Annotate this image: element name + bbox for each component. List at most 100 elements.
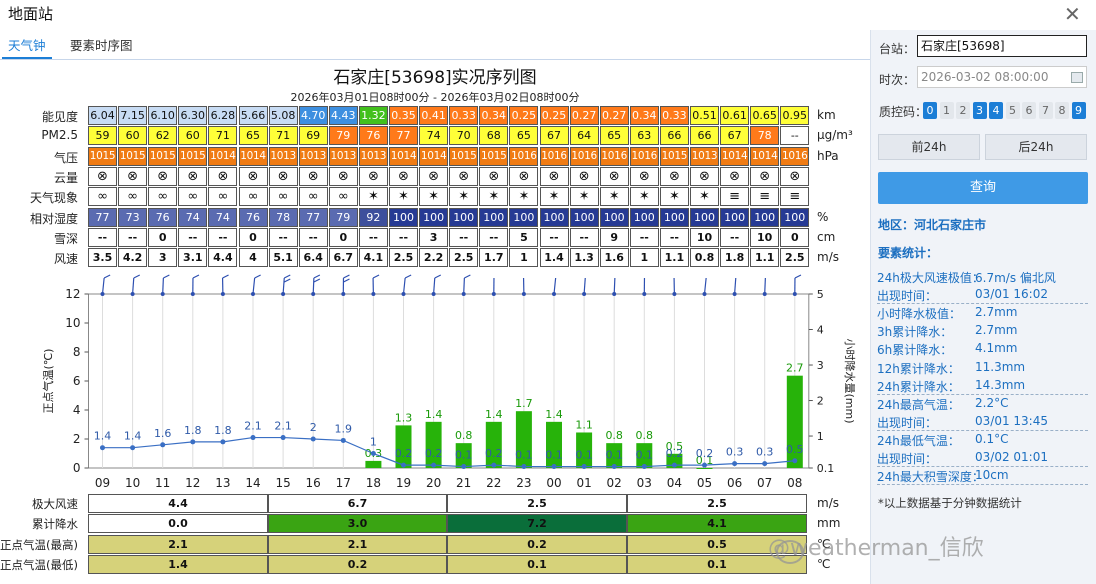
temperature-point — [671, 462, 677, 468]
summary-cell: 6.7 — [268, 494, 447, 513]
grid-cell: ∞ — [118, 187, 148, 207]
grid-cell: 0 — [780, 227, 810, 247]
grid-cell: 1015 — [449, 146, 479, 166]
temperature-label: 1.8 — [184, 424, 202, 437]
wind-barb — [764, 277, 766, 295]
row-unit: μg/m³ — [817, 128, 853, 143]
precip-bar — [425, 421, 442, 468]
temperature-point — [370, 451, 376, 456]
grid-cell: 100 — [569, 207, 599, 227]
summary-unit: mm — [817, 516, 841, 531]
grid-cell: ⊗ — [690, 166, 719, 186]
grid-cell: 1.1 — [750, 248, 780, 268]
grid-cell: 67 — [720, 126, 750, 146]
grid-cell: -- — [449, 227, 479, 247]
grid-cell: ⊗ — [599, 166, 629, 186]
summary-cell: 4.4 — [88, 494, 268, 513]
grid-cell: ✶ — [419, 187, 449, 207]
stat-value: 4.1mm — [975, 341, 1018, 356]
tab-element-series[interactable]: 要素时序图 — [70, 38, 133, 53]
grid-cell: 66 — [690, 126, 719, 146]
temperature-label: 1.4 — [124, 430, 142, 443]
wind-barb — [613, 277, 616, 295]
temperature-label: 0.1 — [575, 449, 593, 462]
grid-cell: 2.5 — [449, 248, 479, 268]
summary-cell: 2.1 — [88, 534, 268, 554]
grid-cell: ⊗ — [148, 166, 178, 186]
time-input[interactable]: 2026-03-02 08:00:00 — [917, 66, 1087, 88]
close-icon[interactable]: ✕ — [1064, 2, 1081, 26]
grid-cell: 0.41 — [419, 106, 449, 125]
qc-code-1[interactable]: 1 — [939, 102, 954, 119]
grid-cell: ≡ — [750, 187, 780, 207]
row-label: 能见度 — [41, 110, 78, 124]
precip-bar — [365, 460, 382, 468]
grid-cell: 1015 — [659, 146, 689, 166]
grid-cell: 0.27 — [599, 106, 629, 125]
summary-label: 极大风速 — [32, 497, 78, 511]
calendar-icon[interactable] — [1071, 72, 1083, 83]
grid-cell: 5.08 — [268, 106, 298, 125]
x-tick-label: 15 — [275, 476, 290, 490]
qc-code-9[interactable]: 9 — [1071, 102, 1086, 119]
prev-24h-button[interactable]: 前24h — [878, 134, 980, 160]
grid-cell: 76 — [148, 207, 178, 227]
stat-key: 24h极大风速极值： — [877, 271, 984, 285]
wind-barb — [734, 277, 737, 295]
summary-cell: 2.1 — [268, 534, 447, 554]
temperature-label: 0.3 — [726, 446, 744, 459]
stat-row: 出现时间： 03/01 13:45 — [877, 413, 1088, 431]
grid-cell: 100 — [720, 207, 750, 227]
query-button[interactable]: 查询 — [878, 172, 1088, 204]
qc-code-6[interactable]: 6 — [1022, 102, 1036, 119]
x-tick-label: 23 — [516, 476, 531, 490]
grid-cell: ⊗ — [208, 166, 238, 186]
precip-bar — [515, 411, 532, 468]
grid-cell: 4.1 — [358, 248, 388, 268]
grid-cell: 6.10 — [148, 106, 178, 125]
tab-weather-clock[interactable]: 天气钟 — [2, 32, 52, 59]
qc-code-2[interactable]: 2 — [956, 102, 970, 119]
precip-label: 1.1 — [575, 418, 593, 431]
temperature-point — [461, 464, 467, 470]
grid-cell: 2.2 — [419, 248, 449, 268]
next-24h-button[interactable]: 后24h — [985, 134, 1087, 160]
main-panel: 石家庄[53698]实况序列图 2026年03月01日08时00分 - 2026… — [0, 60, 870, 584]
grid-cell: 100 — [389, 207, 418, 227]
station-input[interactable]: 石家庄[53698] — [917, 35, 1087, 57]
precip-label: 1.4 — [485, 408, 503, 421]
qc-code-5[interactable]: 5 — [1005, 102, 1020, 119]
grid-cell: 0 — [238, 227, 268, 247]
wind-barb-flag — [283, 278, 291, 283]
qc-code-3[interactable]: 3 — [972, 102, 987, 119]
temperature-point — [521, 464, 527, 470]
grid-cell: 1014 — [750, 146, 780, 166]
grid-cell: 100 — [690, 207, 719, 227]
grid-cell: ⊗ — [569, 166, 599, 186]
grid-cell: ∞ — [238, 187, 268, 207]
qc-code-7[interactable]: 7 — [1038, 102, 1053, 119]
x-tick-label: 03 — [637, 476, 652, 490]
qc-code-8[interactable]: 8 — [1055, 102, 1069, 119]
grid-cell: ✶ — [479, 187, 509, 207]
precip-bar — [666, 453, 683, 468]
temperature-label: 0.1 — [545, 449, 563, 462]
row-label: 气压 — [53, 150, 78, 165]
temperature-label: 2.1 — [274, 420, 292, 433]
grid-cell: 1.6 — [599, 248, 629, 268]
precip-bar — [546, 421, 562, 468]
temperature-label: 2.1 — [244, 420, 262, 433]
row-unit: km — [817, 108, 836, 122]
grid-cell: ⊗ — [328, 166, 358, 186]
grid-cell: 4.70 — [298, 106, 328, 125]
qc-code-4[interactable]: 4 — [989, 102, 1003, 119]
qc-code-0[interactable]: 0 — [923, 102, 937, 119]
grid-cell: 1.1 — [659, 248, 689, 268]
summary-cell: 2.5 — [627, 494, 807, 513]
grid-cell: 5.1 — [268, 248, 298, 268]
grid-cell: ✶ — [659, 187, 689, 207]
temperature-label: 0.1 — [455, 449, 473, 462]
summary-cell: 2.5 — [447, 494, 627, 513]
grid-cell: 66 — [659, 126, 689, 146]
wind-barb-flag — [343, 278, 350, 283]
